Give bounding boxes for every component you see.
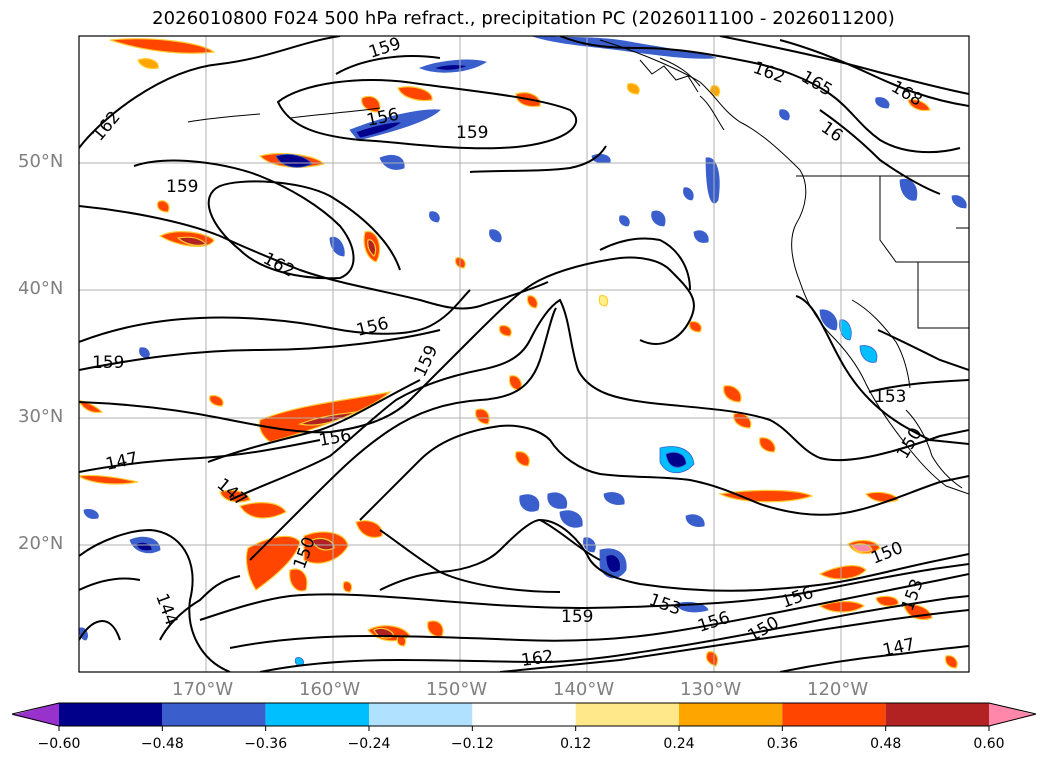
lat-label-40n: 40°N — [18, 278, 64, 299]
colorbar-tick-label: 0.48 — [870, 736, 902, 752]
colorbar-segment — [369, 703, 473, 726]
contour-label: 153 — [874, 387, 906, 407]
map-background — [79, 36, 969, 672]
negative-precip-blobs — [79, 36, 967, 667]
colorbar-segment — [679, 703, 783, 726]
lon-label-120w: 120°W — [807, 679, 869, 700]
lon-label-150w: 150°W — [426, 679, 488, 700]
coastlines — [187, 39, 969, 495]
colorbar-segments — [12, 703, 1036, 731]
lon-label-130w: 130°W — [680, 679, 742, 700]
contour-label: 162 — [520, 647, 555, 671]
lon-label-170w: 170°W — [172, 679, 234, 700]
colorbar-segment — [59, 703, 163, 726]
colorbar-tick-label: −0.12 — [450, 736, 494, 752]
map-frame — [78, 35, 970, 673]
colorbar-tick-label: −0.36 — [244, 736, 288, 752]
colorbar-tick-label: 0.36 — [766, 736, 798, 752]
contour-lines — [79, 36, 969, 672]
colorbar-tick-label: 0.60 — [973, 736, 1005, 752]
colorbar-segment — [885, 703, 989, 726]
colorbar-segment — [989, 703, 1036, 726]
map-title: 2026010800 F024 500 hPa refract., precip… — [152, 8, 895, 29]
colorbar-segment — [162, 703, 266, 726]
lat-label-50n: 50°N — [18, 151, 64, 172]
colorbar-segment — [575, 703, 679, 726]
lon-label-140w: 140°W — [553, 679, 615, 700]
contour-label: 159 — [456, 123, 488, 143]
lon-label-160w: 160°W — [299, 679, 361, 700]
colorbar-outline — [11, 702, 1037, 727]
contour-label: 159 — [561, 607, 593, 627]
contour-label: 159 — [166, 177, 198, 197]
colorbar-segment — [782, 703, 886, 726]
colorbar-segment — [265, 703, 369, 726]
colorbar-tick-label: −0.24 — [347, 736, 391, 752]
colorbar-tick-label: −0.60 — [37, 736, 81, 752]
colorbar-segment — [472, 703, 576, 726]
lat-label-20n: 20°N — [18, 533, 64, 554]
colorbar-tick-label: 0.24 — [663, 736, 695, 752]
colorbar-segment — [12, 703, 59, 726]
lat-label-30n: 30°N — [18, 406, 64, 427]
contour-labels: 159 162 156 159 159 162 156 159 159 156 … — [89, 36, 928, 671]
colorbar-tick-label: −0.48 — [140, 736, 184, 752]
map-figure: 159 162 156 159 159 162 156 159 159 156 … — [78, 35, 970, 673]
colorbar-tick-label: 0.12 — [560, 736, 592, 752]
contour-label: 159 — [92, 353, 124, 373]
